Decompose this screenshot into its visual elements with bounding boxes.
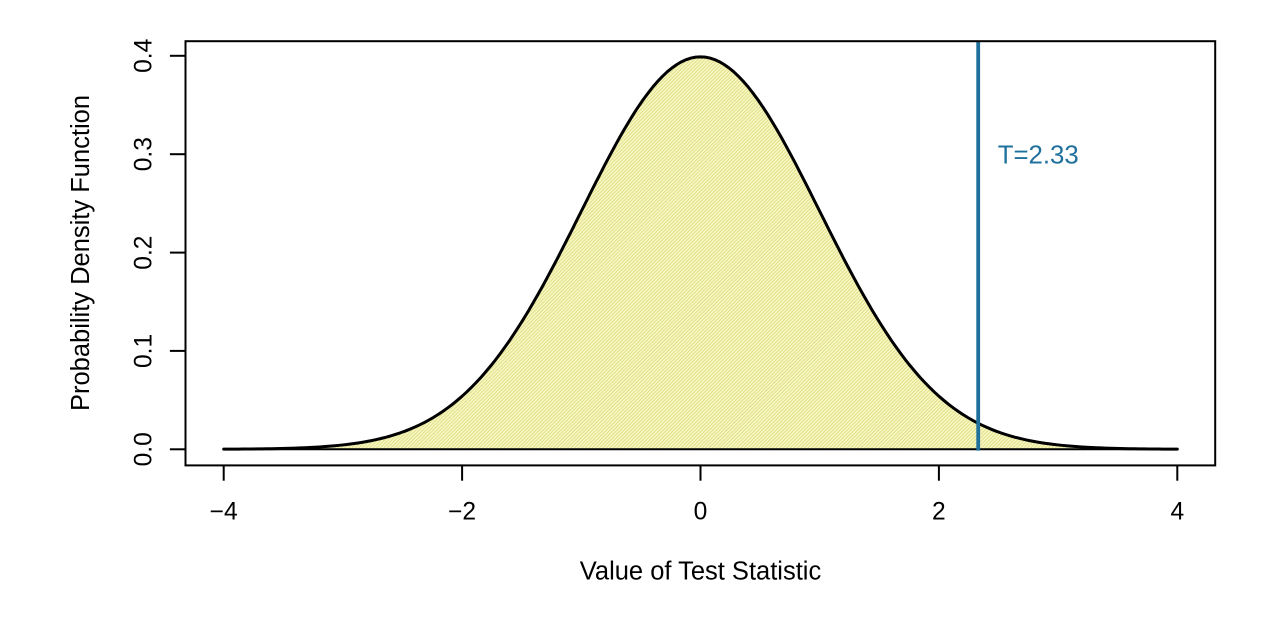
svg-text:0.1: 0.1 <box>131 334 158 368</box>
svg-text:0.3: 0.3 <box>131 137 158 171</box>
svg-text:−4: −4 <box>210 499 238 526</box>
svg-text:Value of Test Statistic: Value of Test Statistic <box>580 557 822 585</box>
svg-text:−2: −2 <box>448 499 476 526</box>
svg-text:T=2.33: T=2.33 <box>998 142 1079 170</box>
svg-text:2: 2 <box>932 499 946 526</box>
svg-text:0: 0 <box>694 499 708 526</box>
svg-text:4: 4 <box>1170 499 1184 526</box>
svg-text:0.0: 0.0 <box>131 432 158 466</box>
svg-text:Probability Density Function: Probability Density Function <box>67 95 95 411</box>
svg-text:0.2: 0.2 <box>131 235 158 269</box>
svg-text:0.4: 0.4 <box>131 39 158 73</box>
